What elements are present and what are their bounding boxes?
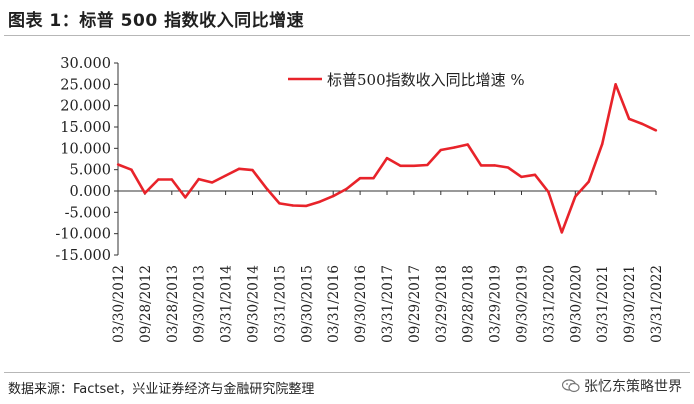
data-point bbox=[318, 200, 321, 203]
data-point bbox=[520, 175, 523, 179]
data-point bbox=[533, 173, 537, 176]
data-point bbox=[399, 164, 402, 168]
x-tick-label: 03/29/2018 bbox=[434, 265, 450, 343]
x-tick-label: 03/30/2012 bbox=[111, 265, 127, 343]
x-tick-label: 03/31/2021 bbox=[595, 265, 611, 343]
y-tick-label: 0.000 bbox=[69, 184, 111, 200]
data-point bbox=[345, 187, 348, 191]
data-point bbox=[426, 163, 429, 167]
data-point bbox=[439, 148, 442, 152]
x-tick-label: 09/29/2017 bbox=[407, 265, 423, 343]
data-point bbox=[560, 231, 564, 234]
data-point bbox=[627, 117, 631, 121]
data-point bbox=[614, 83, 617, 86]
data-point bbox=[641, 122, 644, 126]
x-tick-label: 03/31/2014 bbox=[219, 265, 235, 343]
data-point bbox=[251, 168, 254, 172]
y-tick-label: 20.000 bbox=[60, 99, 111, 115]
x-tick-label: 09/30/2016 bbox=[353, 265, 369, 343]
data-point bbox=[547, 190, 550, 194]
data-point bbox=[453, 146, 456, 149]
data-point bbox=[332, 194, 335, 198]
data-point bbox=[587, 180, 590, 183]
x-tick-label: 03/29/2019 bbox=[488, 265, 504, 343]
data-point bbox=[385, 156, 389, 160]
y-tick-label: 15.000 bbox=[60, 120, 111, 136]
y-tick-label: 10.000 bbox=[60, 141, 111, 157]
data-point bbox=[412, 164, 416, 168]
source-note: 数据来源：Factset，兴业证券经济与金融研究院整理 bbox=[8, 382, 315, 397]
x-tick-label: 03/31/2022 bbox=[649, 265, 665, 343]
data-point bbox=[116, 163, 120, 166]
data-point bbox=[197, 177, 200, 181]
data-point bbox=[466, 143, 469, 146]
legend-label: 标普500指数收入同比增速 % bbox=[327, 71, 525, 89]
data-point bbox=[601, 142, 604, 146]
data-point bbox=[264, 186, 268, 189]
data-point bbox=[506, 166, 510, 169]
x-tick-label: 03/31/2015 bbox=[272, 265, 288, 343]
data-point bbox=[291, 204, 295, 207]
x-tick-label: 09/30/2015 bbox=[299, 265, 315, 343]
data-point bbox=[224, 174, 227, 177]
x-tick-label: 09/30/2019 bbox=[515, 265, 531, 343]
data-point bbox=[184, 196, 187, 199]
data-point bbox=[210, 181, 214, 184]
x-tick-label: 03/31/2020 bbox=[541, 265, 557, 343]
data-point bbox=[574, 195, 577, 198]
data-point bbox=[479, 164, 483, 167]
data-point bbox=[358, 177, 362, 180]
x-tick-label: 09/28/2012 bbox=[138, 265, 154, 343]
y-tick-label: 25.000 bbox=[60, 77, 111, 93]
x-tick-label: 09/30/2014 bbox=[246, 265, 262, 343]
watermark-text: 张忆东策略世界 bbox=[584, 379, 682, 395]
title-divider bbox=[4, 35, 690, 36]
data-point bbox=[305, 204, 308, 208]
data-point bbox=[170, 178, 173, 181]
source-divider bbox=[4, 372, 690, 373]
y-tick-label: -10.000 bbox=[55, 227, 111, 243]
y-tick-label: 5.000 bbox=[69, 163, 111, 179]
x-axis-ticks: 03/30/2012 09/28/2012 03/28/2013 09/30/2013… bbox=[111, 191, 665, 343]
x-tick-label: 03/31/2017 bbox=[380, 265, 396, 343]
y-tick-label: 30.000 bbox=[60, 56, 111, 72]
legend: 标普500指数收入同比增速 % bbox=[288, 71, 525, 89]
data-points bbox=[116, 83, 658, 234]
data-point bbox=[278, 202, 281, 205]
y-axis-ticks: 30.000 25.000 20.000 15.000 10.000 5.000 0.000… bbox=[55, 56, 118, 264]
x-tick-label: 09/30/2013 bbox=[192, 265, 208, 343]
data-point bbox=[130, 168, 133, 171]
y-tick-label: -5.000 bbox=[65, 205, 111, 221]
x-tick-label: 09/30/2021 bbox=[622, 265, 638, 343]
data-point bbox=[237, 167, 241, 171]
watermark: 张忆东策略世界 bbox=[560, 376, 684, 396]
y-tick-label: -15.000 bbox=[55, 248, 111, 264]
x-tick-label: 03/31/2016 bbox=[326, 265, 342, 343]
x-tick-label: 09/30/2020 bbox=[568, 265, 584, 343]
line-chart: 30.000 25.000 20.000 15.000 10.000 5.000 0.000… bbox=[55, 56, 665, 343]
x-tick-label: 09/28/2018 bbox=[461, 265, 477, 343]
data-point bbox=[372, 177, 375, 180]
data-point bbox=[654, 129, 658, 132]
data-point bbox=[157, 178, 160, 181]
x-tick-label: 03/28/2013 bbox=[165, 265, 181, 343]
figure-title: 图表 1：标普 500 指数收入同比增速 bbox=[8, 11, 305, 31]
data-point bbox=[493, 164, 496, 167]
data-point bbox=[143, 191, 147, 195]
wechat-icon bbox=[562, 379, 580, 393]
